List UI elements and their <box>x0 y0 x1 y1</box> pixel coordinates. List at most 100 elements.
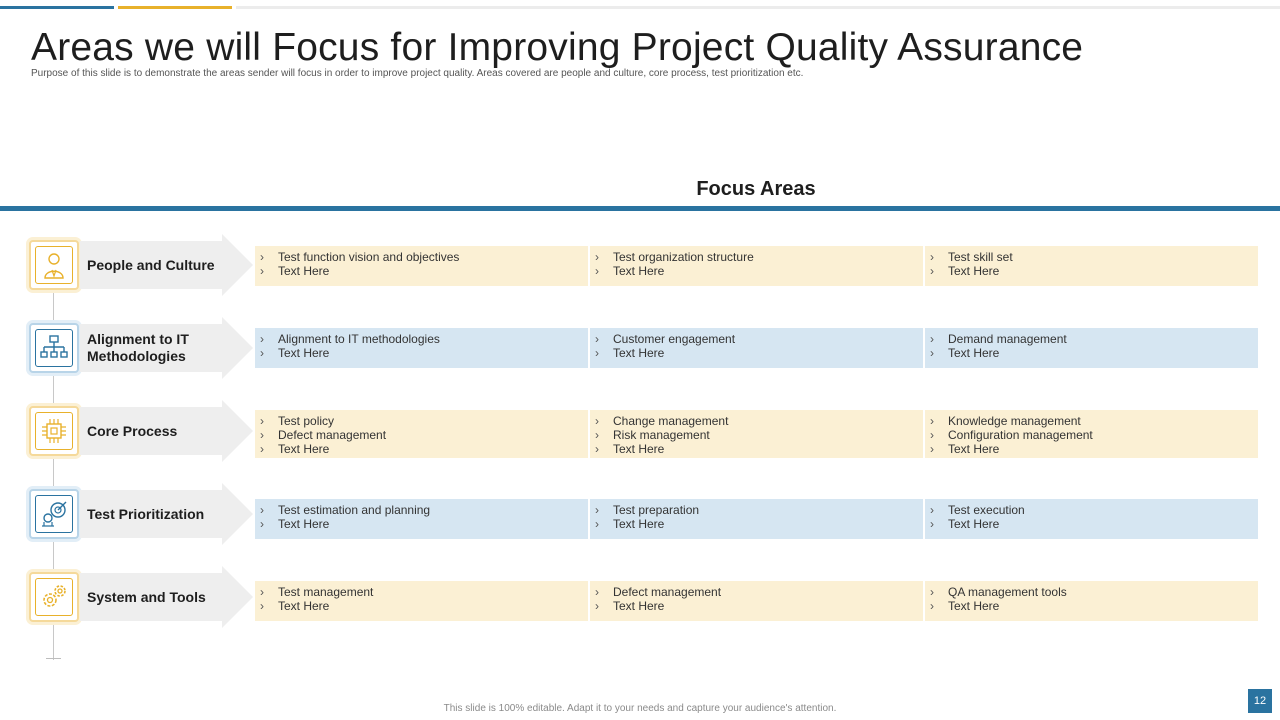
bullet-item: › Text Here <box>260 264 580 278</box>
bullet-text: Text Here <box>948 346 1000 360</box>
person-icon <box>35 246 73 284</box>
chevron-right-icon: › <box>260 414 264 428</box>
bullet-text: Test preparation <box>613 503 700 517</box>
chip-icon <box>35 412 73 450</box>
focus-cell: › QA management tools › Text Here <box>925 581 1258 621</box>
bullet-text: Text Here <box>278 599 330 613</box>
focus-areas-heading: Focus Areas <box>696 178 816 200</box>
bullet-item: › Test function vision and objectives <box>260 250 580 264</box>
focus-cell: › Test management › Text Here <box>255 581 588 621</box>
row-icon-box <box>29 323 79 373</box>
bullet-text: Test function vision and objectives <box>278 250 460 264</box>
chevron-right-icon: › <box>260 428 264 442</box>
bullet-item: › Text Here <box>260 346 580 360</box>
row-cells: › Test estimation and planning › Text Here ›… <box>255 499 1258 539</box>
bullet-text: QA management tools <box>948 585 1067 599</box>
chevron-right-icon: › <box>930 346 934 360</box>
bullet-item: › Change management <box>595 414 915 428</box>
bullet-text: Text Here <box>948 264 1000 278</box>
bullet-text: Text Here <box>948 442 1000 456</box>
chevron-right-icon: › <box>260 264 264 278</box>
target-settings-icon <box>35 495 73 533</box>
bullet-text: Text Here <box>613 346 665 360</box>
bullet-item: › Text Here <box>595 346 915 360</box>
bullet-item: › Text Here <box>260 517 580 531</box>
row-icon-box <box>29 572 79 622</box>
chevron-right-icon: › <box>595 442 599 456</box>
chevron-right-icon: › <box>260 503 264 517</box>
focus-cell: › Alignment to IT methodologies › Text Here <box>255 328 588 368</box>
bullet-item: › Text Here <box>930 442 1250 456</box>
bullet-text: Alignment to IT methodologies <box>278 332 440 346</box>
chevron-right-icon: › <box>930 442 934 456</box>
row-label: Test Prioritization <box>87 505 205 522</box>
row-icon-box <box>29 406 79 456</box>
chevron-right-icon: › <box>595 264 599 278</box>
bullet-item: › Text Here <box>260 599 580 613</box>
row-label: Core Process <box>87 422 178 439</box>
hierarchy-icon <box>35 329 73 367</box>
bullet-text: Configuration management <box>948 428 1093 442</box>
chevron-right-icon: › <box>595 250 599 264</box>
bullet-item: › Alignment to IT methodologies <box>260 332 580 346</box>
bullet-text: Customer engagement <box>613 332 736 346</box>
chevron-right-icon: › <box>930 585 934 599</box>
bullet-item: › Demand management <box>930 332 1250 346</box>
chevron-right-icon: › <box>260 346 264 360</box>
gears-icon <box>35 578 73 616</box>
chevron-right-icon: › <box>595 346 599 360</box>
bullet-item: › Test estimation and planning <box>260 503 580 517</box>
accent-bar-yellow <box>118 6 232 9</box>
bullet-item: › Test execution <box>930 503 1250 517</box>
chevron-right-icon: › <box>260 250 264 264</box>
bullet-text: Risk management <box>613 428 710 442</box>
chevron-right-icon: › <box>260 585 264 599</box>
focus-areas-rule <box>0 206 1280 211</box>
bullet-text: Test execution <box>948 503 1025 517</box>
chevron-right-icon: › <box>930 517 934 531</box>
bullet-text: Defect management <box>613 585 722 599</box>
bullet-item: › Customer engagement <box>595 332 915 346</box>
row-label: Alignment to IT Methodologies <box>87 331 189 364</box>
bullet-text: Text Here <box>613 599 665 613</box>
row-arrow <box>80 400 253 462</box>
bullet-text: Test skill set <box>948 250 1013 264</box>
chevron-right-icon: › <box>595 599 599 613</box>
chevron-right-icon: › <box>930 414 934 428</box>
chevron-right-icon: › <box>595 332 599 346</box>
row-arrow <box>80 234 253 296</box>
bullet-text: Test organization structure <box>613 250 754 264</box>
chevron-right-icon: › <box>595 517 599 531</box>
bullet-item: › Configuration management <box>930 428 1250 442</box>
bullet-item: › Text Here <box>930 264 1250 278</box>
bullet-text: Text Here <box>613 264 665 278</box>
bullet-text: Test policy <box>278 414 335 428</box>
chevron-right-icon: › <box>595 585 599 599</box>
chevron-right-icon: › <box>930 428 934 442</box>
bullet-item: › Text Here <box>595 599 915 613</box>
page-subtitle: Purpose of this slide is to demonstrate … <box>31 68 804 79</box>
chevron-right-icon: › <box>260 442 264 456</box>
row-cells: › Test management › Text Here › Defect manage… <box>255 581 1258 621</box>
bullet-item: › Test organization structure <box>595 250 915 264</box>
timeline-line <box>53 270 54 660</box>
row-arrow <box>80 317 253 379</box>
accent-bar-blue <box>0 6 114 9</box>
chevron-right-icon: › <box>930 332 934 346</box>
bullet-item: › Test skill set <box>930 250 1250 264</box>
row-cells: › Alignment to IT methodologies › Text Here… <box>255 328 1258 368</box>
chevron-right-icon: › <box>260 599 264 613</box>
chevron-right-icon: › <box>260 332 264 346</box>
bullet-text: Test estimation and planning <box>278 503 431 517</box>
bullet-text: Text Here <box>278 442 330 456</box>
chevron-right-icon: › <box>930 503 934 517</box>
bullet-item: › Test policy <box>260 414 580 428</box>
bullet-item: › Test preparation <box>595 503 915 517</box>
bullet-item: › Text Here <box>930 599 1250 613</box>
bullet-text: Text Here <box>948 517 1000 531</box>
focus-cell: › Test policy › Defect management › Text Here <box>255 410 588 458</box>
chevron-right-icon: › <box>595 503 599 517</box>
bullet-text: Text Here <box>948 599 1000 613</box>
focus-cell: › Test skill set › Text Here <box>925 246 1258 286</box>
focus-cell: › Test estimation and planning › Text Here <box>255 499 588 539</box>
